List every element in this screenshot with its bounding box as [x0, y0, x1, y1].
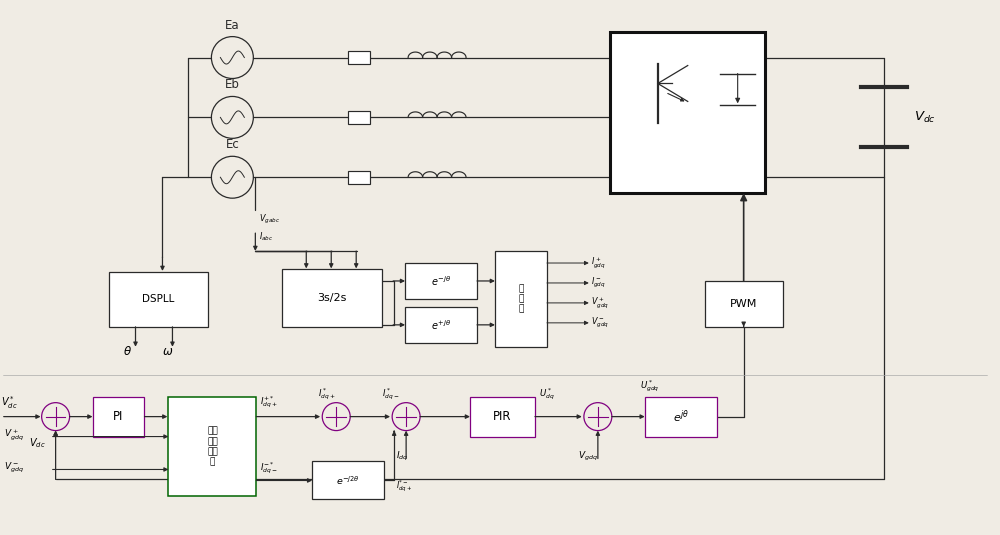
Bar	[348, 111, 370, 124]
Text: $I^{-*}_{dq-}$: $I^{-*}_{dq-}$	[260, 461, 278, 476]
Bar	[93, 396, 144, 437]
Text: $I^+_{gdq}$: $I^+_{gdq}$	[591, 256, 606, 270]
Text: $I^*_{dq+}$: $I^*_{dq+}$	[318, 387, 336, 402]
Bar	[405, 307, 477, 343]
Text: $\theta$: $\theta$	[123, 345, 131, 358]
Text: $I^*_{dq-}$: $I^*_{dq-}$	[382, 387, 400, 402]
Text: $V^-_{gdq}$: $V^-_{gdq}$	[4, 461, 24, 475]
Text: $I^{*-}_{dq+}$: $I^{*-}_{dq+}$	[396, 478, 412, 494]
Bar	[348, 171, 370, 184]
Text: PWM: PWM	[730, 299, 757, 309]
Text: $I^-_{gdq}$: $I^-_{gdq}$	[591, 276, 606, 290]
Text: $I_{dq}$: $I_{dq}$	[396, 450, 409, 463]
Text: $U^*_{dq}$: $U^*_{dq}$	[539, 387, 555, 402]
Bar	[645, 396, 717, 437]
Text: Ea: Ea	[225, 19, 240, 32]
Text: Ec: Ec	[225, 139, 239, 151]
Bar	[470, 396, 535, 437]
Text: $V_{gabc}$: $V_{gabc}$	[259, 212, 280, 226]
Bar	[282, 269, 382, 327]
Text: $\omega$: $\omega$	[162, 345, 174, 358]
Text: $V^*_{dc}$: $V^*_{dc}$	[1, 394, 17, 411]
Bar	[405, 263, 477, 299]
Text: $I^{+*}_{dq+}$: $I^{+*}_{dq+}$	[260, 395, 278, 410]
Text: $e^{j\theta}$: $e^{j\theta}$	[673, 408, 689, 425]
Bar	[610, 32, 765, 193]
Text: $V^+_{gdq}$: $V^+_{gdq}$	[4, 427, 24, 442]
Text: $V^-_{gdq}$: $V^-_{gdq}$	[591, 316, 609, 330]
Bar	[705, 281, 783, 327]
Text: $e^{+j\theta}$: $e^{+j\theta}$	[431, 318, 451, 332]
Text: PI: PI	[113, 410, 124, 423]
Text: $V^+_{gdq}$: $V^+_{gdq}$	[591, 295, 609, 310]
Text: $V_{dc}$: $V_{dc}$	[29, 437, 45, 450]
Text: $V_{dc}$: $V_{dc}$	[914, 110, 936, 125]
Bar	[312, 462, 384, 499]
Bar	[168, 396, 256, 496]
Bar	[109, 272, 208, 327]
Text: $V_{gdq}$: $V_{gdq}$	[578, 450, 598, 463]
Text: $e^{-j2\theta}$: $e^{-j2\theta}$	[336, 474, 360, 487]
Text: 陷
波
器: 陷 波 器	[518, 284, 524, 314]
Text: 3s/2s: 3s/2s	[318, 293, 347, 303]
Text: DSPLL: DSPLL	[142, 294, 175, 304]
Text: $e^{-j\theta}$: $e^{-j\theta}$	[431, 274, 451, 288]
Text: PIR: PIR	[493, 410, 512, 423]
Text: $U^*_{gdq}$: $U^*_{gdq}$	[640, 379, 659, 394]
Text: Eb: Eb	[225, 79, 240, 91]
Bar	[348, 51, 370, 64]
Bar	[495, 251, 547, 347]
Text: 电流
参考
值计
算: 电流 参考 值计 算	[207, 426, 218, 467]
Text: $I_{abc}$: $I_{abc}$	[259, 230, 274, 242]
